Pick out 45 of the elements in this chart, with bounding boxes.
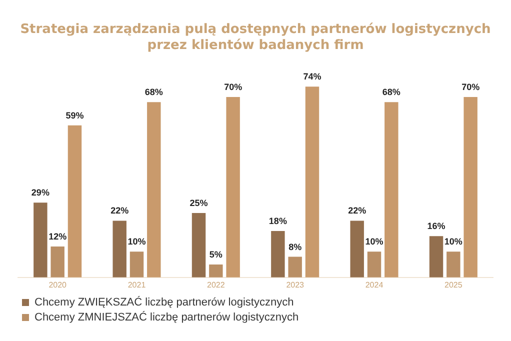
bar [130, 252, 144, 278]
x-tick-label: 2020 [48, 280, 68, 290]
bar [464, 96, 478, 278]
bar [429, 236, 444, 278]
data-label: 68% [382, 87, 400, 98]
data-label: 70% [224, 82, 242, 92]
x-tick-label: 2021 [128, 280, 146, 290]
data-label: 18% [268, 216, 287, 226]
data-label: 59% [66, 110, 84, 120]
bar [112, 220, 126, 278]
bar [50, 246, 64, 278]
data-label: 16% [427, 221, 446, 232]
x-tick-label: 2023 [286, 280, 305, 290]
bar [367, 252, 382, 278]
data-label: 22% [348, 206, 366, 216]
bar [192, 212, 206, 278]
bar [34, 202, 48, 278]
bar [350, 220, 364, 278]
bar [305, 86, 320, 278]
data-label: 5% [209, 249, 222, 260]
bar [446, 252, 460, 278]
bar [288, 256, 302, 278]
data-label: 68% [144, 87, 163, 98]
data-label: 12% [48, 231, 67, 242]
bar [271, 231, 285, 278]
bar [226, 96, 240, 278]
data-label: 10% [365, 236, 384, 247]
legend-label: Chcemy ZMNIEJSZAĆ liczbę partnerów logistycznych [34, 310, 299, 324]
x-tick-label: 2024 [365, 280, 384, 290]
data-label: 74% [303, 72, 322, 82]
bar [209, 264, 223, 278]
data-label: 29% [31, 188, 50, 198]
bar [68, 125, 82, 278]
data-label: 22% [110, 206, 129, 216]
x-tick-label: 2025 [444, 280, 463, 290]
data-label: 70% [462, 82, 480, 92]
x-tick-label: 2022 [207, 280, 226, 290]
bar [147, 102, 161, 278]
data-label: 25% [190, 198, 208, 208]
data-label: 10% [444, 236, 462, 247]
chart-title: Strategia zarządzania pulą dostępnych partnerów logistycznych przez klientów badanych firm [20, 22, 491, 53]
legend-label: Chcemy ZWIĘKSZAĆ liczbę partnerów logistycznych [34, 296, 294, 309]
data-label: 8% [288, 242, 302, 252]
data-label: 10% [128, 236, 146, 247]
bar [384, 102, 398, 278]
